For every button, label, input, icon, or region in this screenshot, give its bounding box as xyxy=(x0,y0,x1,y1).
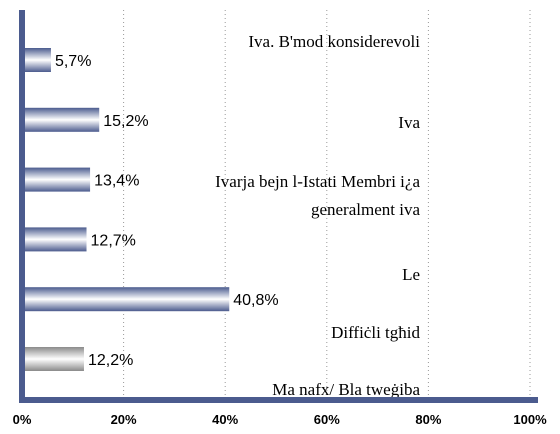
value-label: 15,2% xyxy=(103,113,148,130)
bar xyxy=(22,287,230,312)
x-tick-label: 20% xyxy=(111,412,137,427)
x-tick-label: 0% xyxy=(13,412,32,427)
category-label: Diffiċli tgħid xyxy=(331,323,420,342)
x-tick-label: 40% xyxy=(212,412,238,427)
value-label: 13,4% xyxy=(94,173,139,190)
bar xyxy=(22,107,100,132)
value-label: 5,7% xyxy=(55,53,91,70)
bar xyxy=(22,347,84,371)
x-tick-label: 80% xyxy=(415,412,441,427)
x-tick-label: 100% xyxy=(513,412,547,427)
bar xyxy=(22,167,91,192)
category-label: Iva. B'mod konsiderevoli xyxy=(248,32,420,51)
value-label: 40,8% xyxy=(233,292,278,309)
category-label: Ma nafx/ Bla tweġiba xyxy=(272,380,420,399)
category-label: Ivarja bejn l-Istati Membri i¿a xyxy=(215,172,420,191)
value-label: 12,2% xyxy=(88,352,133,369)
bar xyxy=(22,227,87,252)
value-label: 12,7% xyxy=(91,232,136,249)
category-label: Le xyxy=(402,265,420,284)
bar xyxy=(22,48,51,72)
category-label: Iva xyxy=(398,113,420,132)
x-tick-label: 60% xyxy=(314,412,340,427)
category-label: generalment iva xyxy=(311,200,420,219)
